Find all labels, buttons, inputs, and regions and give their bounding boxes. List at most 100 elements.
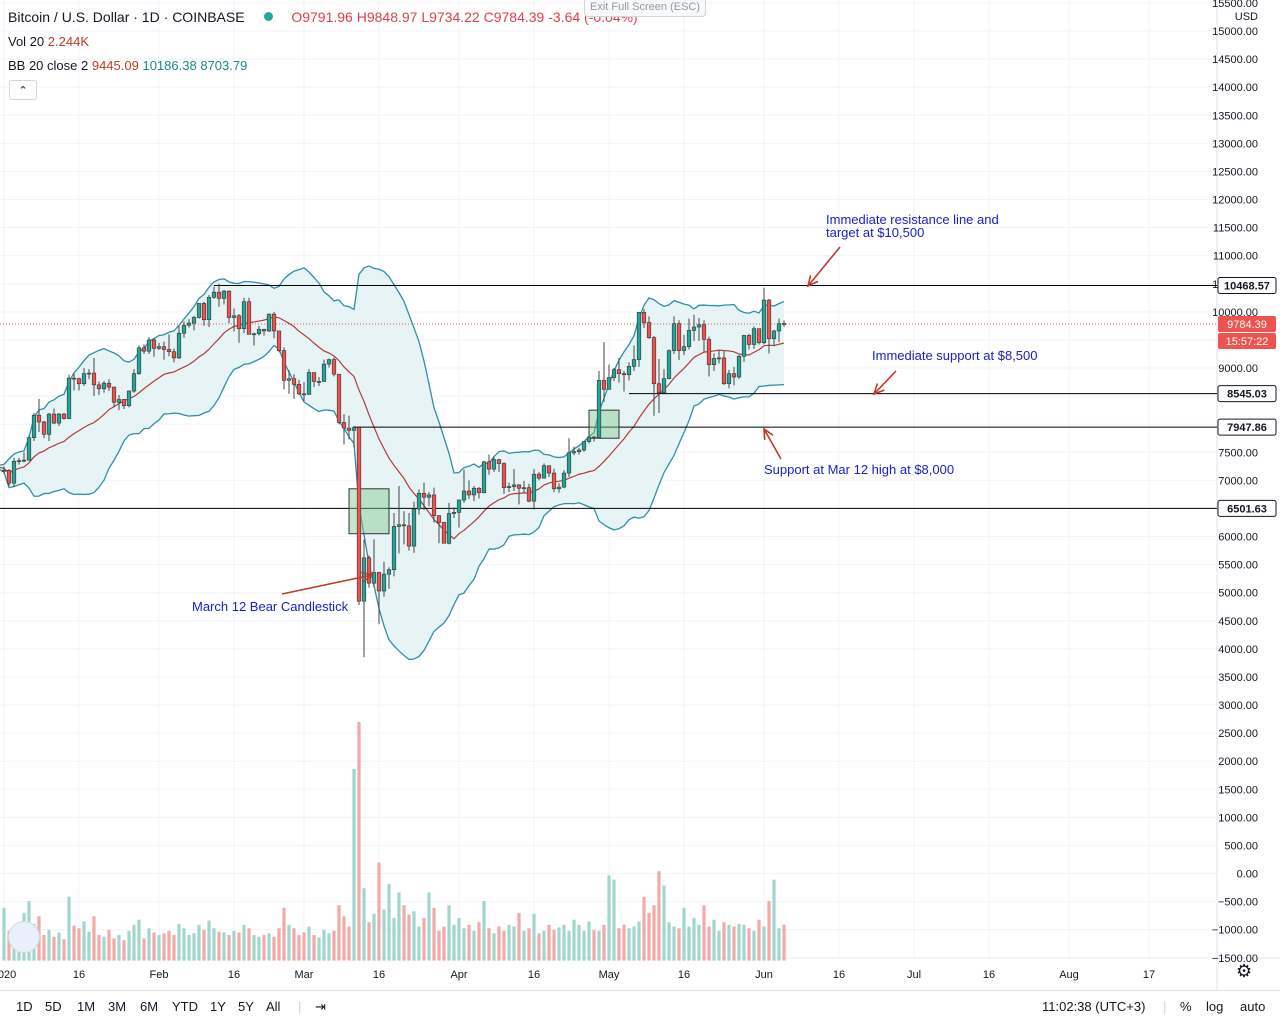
candle-body xyxy=(86,372,92,375)
candle-body xyxy=(641,312,647,323)
volume-bar xyxy=(197,924,201,961)
candle-body xyxy=(401,524,407,527)
candle-body xyxy=(196,303,202,318)
volume-bar xyxy=(487,928,491,961)
candle xyxy=(386,567,392,589)
volume-bar xyxy=(52,936,56,961)
candle xyxy=(151,338,157,357)
candle xyxy=(81,368,87,386)
bollinger-lower: 8703.79 xyxy=(200,58,248,73)
arrow-mar12-support xyxy=(763,427,782,460)
volume-bar xyxy=(7,930,11,961)
volume-bar xyxy=(507,924,511,961)
volume-bar xyxy=(47,929,51,961)
percent-toggle[interactable]: % xyxy=(1180,999,1192,1014)
auto-toggle[interactable]: auto xyxy=(1240,999,1266,1014)
candle-body xyxy=(36,414,42,423)
volume-bar xyxy=(462,928,466,961)
candle xyxy=(251,332,257,346)
candle-body xyxy=(356,427,362,602)
candle xyxy=(286,370,292,394)
candle-body xyxy=(576,449,582,453)
candle-body xyxy=(206,296,212,321)
candle xyxy=(751,326,757,349)
volume-bar xyxy=(697,924,701,961)
candle-body xyxy=(656,383,662,394)
symbol-legend: Bitcoin / U.S. Dollar · 1D · COINBASE O9… xyxy=(8,9,638,25)
range-3m-button[interactable]: 3M xyxy=(108,999,127,1014)
volume-bar xyxy=(547,924,551,961)
range-1y-button[interactable]: 1Y xyxy=(210,999,226,1014)
candle xyxy=(356,427,362,606)
volume-bar xyxy=(662,885,666,961)
candle xyxy=(31,412,37,442)
range-1m-button[interactable]: 1M xyxy=(77,999,96,1014)
candle xyxy=(106,379,112,392)
candle-body xyxy=(131,373,137,392)
annotation-resistance-line2: target at $10,500 xyxy=(826,225,924,240)
bottom-toolbar: 1D 5D 1M 3M 6M YTD 1Y 5Y All | ⇥ 11:02:3… xyxy=(0,990,1280,1025)
candle xyxy=(231,308,237,332)
candle-body xyxy=(431,494,437,517)
toolbar-divider: | xyxy=(298,999,302,1014)
clock-readout[interactable]: 11:02:38 (UTC+3) xyxy=(1042,999,1146,1014)
candle xyxy=(641,309,647,329)
candle-body xyxy=(471,487,477,496)
range-1d-button[interactable]: 1D xyxy=(16,999,33,1014)
volume-bar xyxy=(162,933,166,961)
range-6m-button[interactable]: 6M xyxy=(140,999,159,1014)
candle-body xyxy=(241,301,247,330)
candle-body xyxy=(251,333,257,336)
log-toggle[interactable]: log xyxy=(1206,999,1224,1014)
volume-bar xyxy=(722,922,726,961)
exit-fullscreen-button[interactable]: Exit Full Screen (ESC) xyxy=(584,0,706,17)
volume-bar xyxy=(417,926,421,961)
candle-body xyxy=(536,473,542,479)
candle-body xyxy=(646,322,652,338)
collapse-legend-button[interactable]: ⌃ xyxy=(9,80,37,100)
arrow-shaft xyxy=(763,428,782,460)
tradingview-logo[interactable] xyxy=(8,921,40,953)
range-5d-button[interactable]: 5D xyxy=(45,999,62,1014)
candle-body xyxy=(16,460,22,463)
time-tick-label: 16 xyxy=(73,969,85,981)
volume-bar xyxy=(187,935,191,961)
candle-body xyxy=(186,322,192,326)
gear-icon[interactable]: ⚙ xyxy=(1236,961,1253,981)
goto-date-icon[interactable]: ⇥ xyxy=(315,999,326,1014)
candle xyxy=(36,398,42,433)
range-5y-button[interactable]: 5Y xyxy=(238,999,254,1014)
candle xyxy=(261,328,267,336)
volume-bar xyxy=(352,768,356,961)
bollinger-legend[interactable]: BB 20 close 2 9445.09 10186.38 8703.79 xyxy=(8,58,247,73)
range-ytd-button[interactable]: YTD xyxy=(172,999,198,1014)
candle-body xyxy=(706,339,712,365)
price-tick-label: 14000.00 xyxy=(1212,82,1258,94)
candle xyxy=(416,489,422,515)
candle xyxy=(446,502,452,545)
candle-body xyxy=(661,378,667,394)
volume-bar xyxy=(737,923,741,961)
candle-body xyxy=(41,421,47,435)
price-tick-label: 10000.00 xyxy=(1212,307,1258,319)
volume-legend[interactable]: Vol 20 2.244K xyxy=(8,34,89,49)
volume-bar xyxy=(767,900,771,961)
volume-bar xyxy=(442,926,446,961)
volume-bar xyxy=(457,918,461,961)
candle xyxy=(291,374,297,399)
candle xyxy=(556,483,562,493)
candle xyxy=(201,301,207,326)
volume-bar xyxy=(567,930,571,961)
candle-body xyxy=(686,330,692,347)
candle-body xyxy=(66,377,72,419)
volume-bar xyxy=(292,928,296,961)
volume-bar xyxy=(212,928,216,961)
candle xyxy=(671,316,677,354)
candle-body xyxy=(416,492,422,510)
volume-bar xyxy=(632,926,636,961)
candle xyxy=(241,297,247,334)
candle xyxy=(586,435,592,444)
candle xyxy=(341,414,347,445)
range-all-button[interactable]: All xyxy=(266,999,281,1014)
